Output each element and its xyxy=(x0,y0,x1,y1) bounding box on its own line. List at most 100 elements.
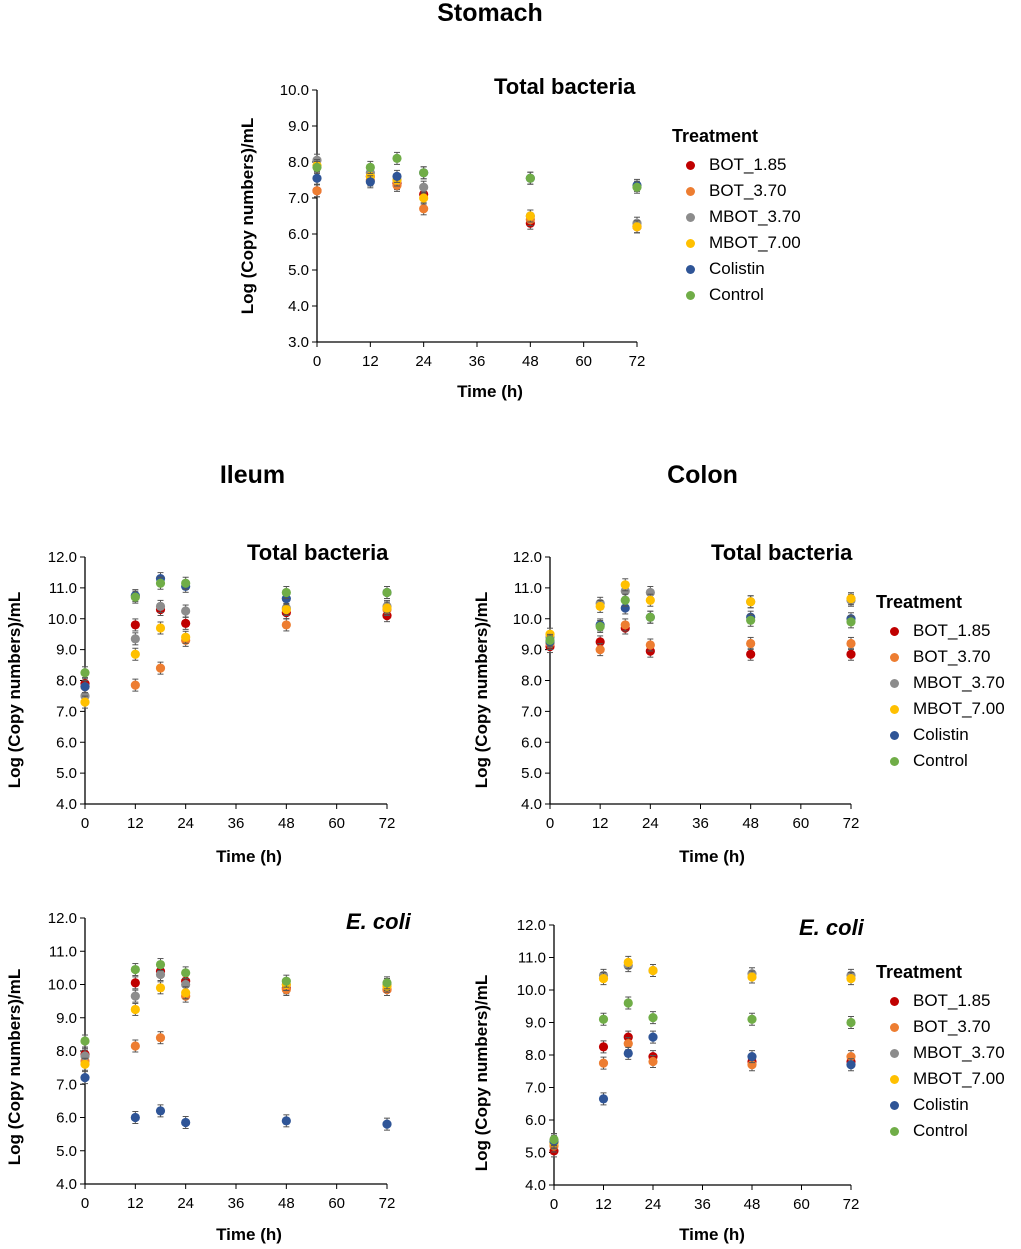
legend-label: MBOT_3.70 xyxy=(709,207,801,226)
data-point xyxy=(80,1059,90,1069)
y-tick-label: 7.0 xyxy=(56,703,77,720)
legend-item: BOT_3.70 xyxy=(890,644,1005,670)
legend-label: Control xyxy=(913,751,968,770)
data-point xyxy=(595,621,605,632)
y-tick-label: 12.0 xyxy=(48,549,77,566)
y-tick-label: 6.0 xyxy=(521,734,542,751)
data-point xyxy=(645,612,655,622)
data-point xyxy=(155,1033,166,1043)
x-tick-label: 36 xyxy=(469,353,486,370)
data-point xyxy=(281,604,291,615)
data-point xyxy=(746,597,756,607)
legend-marker xyxy=(686,186,695,196)
data-point xyxy=(382,978,392,988)
data-point xyxy=(598,1094,609,1104)
legend-label: MBOT_3.70 xyxy=(913,673,1005,692)
data-point xyxy=(181,578,191,588)
data-point xyxy=(281,976,291,986)
data-point xyxy=(747,972,757,982)
data-point xyxy=(620,620,630,630)
x-tick-label: 0 xyxy=(546,815,554,832)
legend-item: BOT_1.85 xyxy=(890,988,1005,1014)
legend-marker xyxy=(890,1048,899,1058)
legend-label: BOT_3.70 xyxy=(913,647,991,666)
y-tick-label: 11.0 xyxy=(49,580,77,597)
data-point xyxy=(181,606,191,616)
data-point xyxy=(130,1041,140,1051)
legend-label: Colistin xyxy=(913,725,969,744)
data-point xyxy=(312,186,322,196)
colon-total-x-axis-label: Time (h) xyxy=(679,847,745,866)
legend-label: MBOT_7.00 xyxy=(913,699,1005,718)
legend-label: BOT_3.70 xyxy=(709,181,787,200)
data-point xyxy=(419,168,429,178)
legend-item: MBOT_7.00 xyxy=(890,696,1005,722)
legend-label: Colistin xyxy=(709,259,765,278)
legend-label: Colistin xyxy=(913,1095,969,1114)
y-tick-label: 4.0 xyxy=(521,796,542,813)
y-tick-label: 9.0 xyxy=(56,642,77,659)
data-point xyxy=(746,638,756,649)
legend-item: MBOT_7.00 xyxy=(890,1066,1005,1092)
data-point xyxy=(130,649,140,659)
data-point xyxy=(623,957,633,967)
y-tick-label: 10.0 xyxy=(48,977,77,994)
x-tick-label: 72 xyxy=(843,1196,860,1213)
legend-marker xyxy=(890,678,899,688)
y-tick-label: 11.0 xyxy=(49,943,77,960)
y-tick-label: 5.0 xyxy=(56,1143,77,1160)
x-tick-label: 72 xyxy=(379,815,396,832)
legend-item: Control xyxy=(890,748,1005,774)
legend-marker xyxy=(686,160,695,170)
stomach-chart-title: Total bacteria xyxy=(494,74,636,99)
data-point xyxy=(392,171,402,181)
x-tick-label: 72 xyxy=(379,1195,396,1212)
legend-item: Colistin xyxy=(890,1092,1005,1118)
stomach-x-axis-label: Time (h) xyxy=(457,382,523,401)
data-point xyxy=(549,1134,559,1145)
data-point xyxy=(598,1014,609,1024)
data-point xyxy=(623,1048,633,1058)
ileum-total-x-axis-label: Time (h) xyxy=(216,847,282,866)
legend-marker xyxy=(890,626,899,636)
y-tick-label: 4.0 xyxy=(288,298,309,315)
data-point xyxy=(130,680,140,690)
ileum-total-chart-title: Total bacteria xyxy=(247,540,389,565)
data-point xyxy=(155,578,166,588)
legend-label: BOT_3.70 xyxy=(913,1017,991,1036)
data-point xyxy=(595,601,605,612)
y-tick-label: 10.0 xyxy=(517,982,546,999)
x-tick-label: 60 xyxy=(328,1195,345,1212)
x-tick-label: 36 xyxy=(694,1196,711,1213)
legend-item: MBOT_3.70 xyxy=(890,1040,1005,1066)
data-point xyxy=(846,974,856,984)
legend-label: MBOT_7.00 xyxy=(913,1069,1005,1088)
data-point xyxy=(392,153,402,163)
data-point xyxy=(648,965,658,976)
data-point xyxy=(419,182,429,192)
legend-label: MBOT_7.00 xyxy=(709,233,801,252)
y-tick-label: 4.0 xyxy=(56,796,77,813)
legend-marker xyxy=(686,238,695,248)
data-point xyxy=(365,177,375,187)
data-point xyxy=(846,1017,856,1028)
y-tick-label: 6.0 xyxy=(288,226,309,243)
y-tick-label: 12.0 xyxy=(513,549,542,566)
section-title-stomach: Stomach xyxy=(437,0,543,27)
legend-label: Control xyxy=(913,1121,968,1140)
x-tick-label: 24 xyxy=(415,353,432,370)
data-point xyxy=(155,1106,166,1116)
data-point xyxy=(620,580,630,590)
legend-item: MBOT_3.70 xyxy=(890,670,1005,696)
x-tick-label: 60 xyxy=(575,353,592,370)
data-point xyxy=(80,697,90,707)
data-point xyxy=(80,1073,90,1083)
data-point xyxy=(80,668,90,678)
y-tick-label: 12.0 xyxy=(517,917,546,934)
ileum-ecoli-chart-title: E. coli xyxy=(346,909,411,934)
y-tick-label: 5.0 xyxy=(521,765,542,782)
y-tick-label: 5.0 xyxy=(56,765,77,782)
